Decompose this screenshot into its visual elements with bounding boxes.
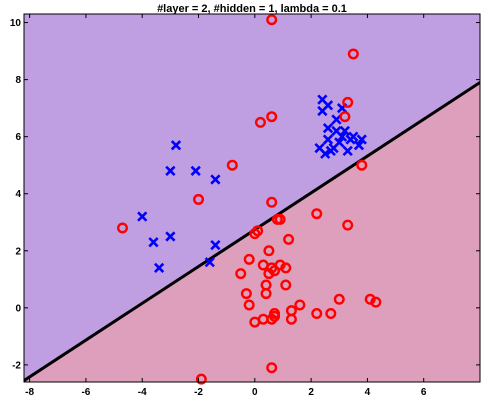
x-tick-label: 2: [308, 387, 314, 398]
x-tick-label: 0: [252, 387, 258, 398]
o-marker: [285, 313, 297, 325]
o-marker: [249, 228, 261, 240]
o-marker: [195, 373, 207, 385]
o-marker: [280, 262, 292, 274]
x-marker: [148, 237, 159, 248]
x-marker: [204, 257, 215, 268]
o-marker: [266, 111, 278, 123]
o-marker: [356, 159, 368, 171]
chart-title: #layer = 2, #hidden = 1, lambda = 0.1: [157, 3, 347, 15]
o-marker: [243, 299, 255, 311]
o-marker: [311, 208, 323, 220]
o-marker: [274, 259, 286, 271]
x-marker: [190, 165, 201, 177]
o-marker: [370, 296, 382, 308]
o-marker: [226, 159, 238, 171]
o-marker: [266, 362, 278, 374]
plot-frame: [23, 13, 481, 383]
x-marker: [334, 137, 345, 148]
o-marker: [339, 111, 351, 123]
o-marker: [266, 14, 278, 26]
x-tick-label: 4: [365, 387, 371, 398]
o-marker: [283, 233, 295, 245]
region-upper: [24, 14, 480, 381]
x-marker: [339, 125, 351, 137]
o-marker: [266, 313, 278, 325]
y-tick-label: 2: [15, 246, 21, 257]
o-marker: [342, 219, 354, 231]
x-marker: [356, 134, 367, 145]
o-marker: [311, 308, 323, 320]
x-marker: [320, 148, 331, 159]
data-points: [117, 14, 382, 385]
o-marker: [266, 196, 278, 208]
y-tick-label: 0: [15, 303, 21, 314]
o-marker: [252, 225, 264, 237]
axes: -8 -6 -4 -2 0 2 4 6 -2 0 2 4 6 8 10: [10, 13, 481, 398]
o-marker: [254, 116, 266, 128]
x-marker: [331, 114, 342, 125]
x-marker: [317, 105, 328, 117]
x-marker: [137, 211, 148, 222]
o-marker: [280, 279, 292, 291]
x-marker: [342, 145, 353, 157]
x-tick-label: -8: [25, 387, 34, 398]
x-marker: [210, 239, 221, 251]
o-marker: [263, 245, 275, 257]
y-tick-label: 6: [15, 132, 21, 143]
x-marker: [165, 231, 176, 242]
x-tick-label: -6: [81, 387, 90, 398]
x-marker: [153, 262, 165, 274]
o-marker: [117, 222, 129, 234]
o-marker: [243, 253, 255, 265]
x-marker: [336, 131, 348, 142]
o-marker: [193, 193, 205, 205]
x-marker: [322, 134, 334, 145]
x-tick-label: 6: [421, 387, 427, 398]
x-marker: [165, 165, 176, 177]
o-marker: [240, 288, 252, 300]
o-marker: [263, 268, 275, 280]
o-marker: [274, 213, 286, 225]
x-tick-label: -2: [194, 387, 203, 398]
y-tick-label: 8: [15, 75, 21, 86]
o-marker: [347, 48, 359, 60]
o-marker: [269, 265, 281, 277]
x-marker: [210, 174, 221, 185]
o-marker: [325, 308, 337, 320]
x-marker: [325, 145, 336, 157]
y-tick-label: 4: [15, 189, 21, 200]
o-marker: [364, 293, 376, 305]
y-tick-label: -2: [12, 360, 21, 371]
o-marker: [260, 288, 272, 300]
x-tick-label: -4: [138, 387, 147, 398]
x-marker: [353, 140, 365, 151]
o-marker: [249, 316, 261, 328]
y-tick-label: 10: [10, 18, 22, 29]
o-marker: [269, 310, 281, 322]
x-marker: [170, 140, 182, 151]
x-marker: [345, 134, 356, 145]
o-marker: [294, 299, 306, 311]
o-marker: [235, 268, 247, 280]
o-marker: [342, 96, 354, 108]
x-marker: [322, 122, 334, 134]
o-marker: [333, 293, 345, 305]
